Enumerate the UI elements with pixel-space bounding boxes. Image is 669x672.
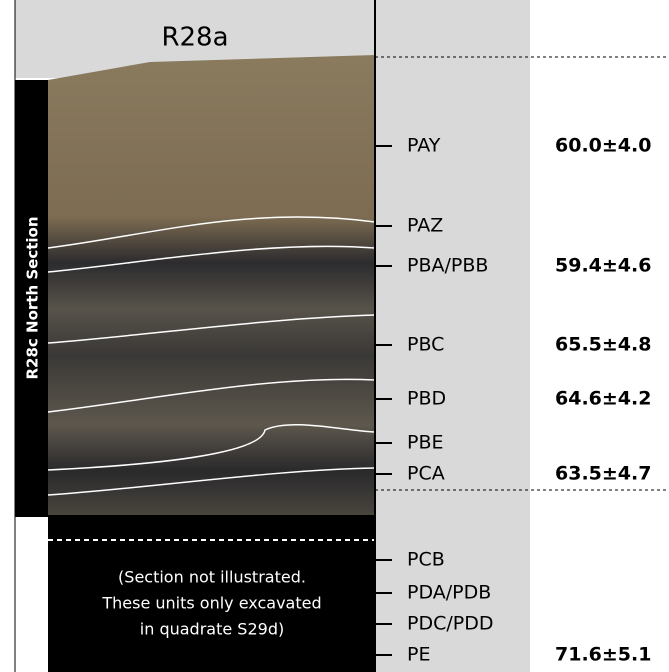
unillustrated-box bbox=[48, 515, 375, 672]
note-line: (Section not illustrated. bbox=[118, 568, 306, 587]
header-title: R28a bbox=[161, 23, 228, 53]
unit-age: 64.6±4.2 bbox=[555, 388, 651, 410]
unit-boundaries bbox=[47, 216, 376, 496]
unit-label: PE bbox=[407, 644, 430, 666]
unit-label: PDA/PDB bbox=[407, 582, 491, 604]
unit-age: 65.5±4.8 bbox=[555, 334, 651, 356]
unit-label: PBA/PBB bbox=[407, 255, 488, 277]
unit-label: PDC/PDD bbox=[407, 613, 493, 635]
side-label: R28c North Section bbox=[24, 216, 42, 379]
note-line: These units only excavated bbox=[101, 594, 321, 613]
unit-label: PCA bbox=[407, 463, 445, 485]
unit-label: PBE bbox=[407, 432, 444, 454]
unit-age: 59.4±4.6 bbox=[555, 255, 651, 277]
unit-label: PAZ bbox=[407, 215, 443, 237]
unit-label: PAY bbox=[407, 135, 441, 157]
unit-label: PBD bbox=[407, 388, 446, 410]
unit-label: PCB bbox=[407, 549, 445, 571]
unit-age: 60.0±4.0 bbox=[555, 135, 651, 157]
unit-age: 71.6±5.1 bbox=[555, 644, 651, 666]
unit-age: 63.5±4.7 bbox=[555, 463, 651, 485]
side-band bbox=[15, 80, 48, 517]
section-photo bbox=[48, 55, 375, 517]
unit-column bbox=[375, 0, 530, 672]
note-line: in quadrate S29d) bbox=[140, 620, 284, 639]
unit-label: PBC bbox=[407, 334, 444, 356]
